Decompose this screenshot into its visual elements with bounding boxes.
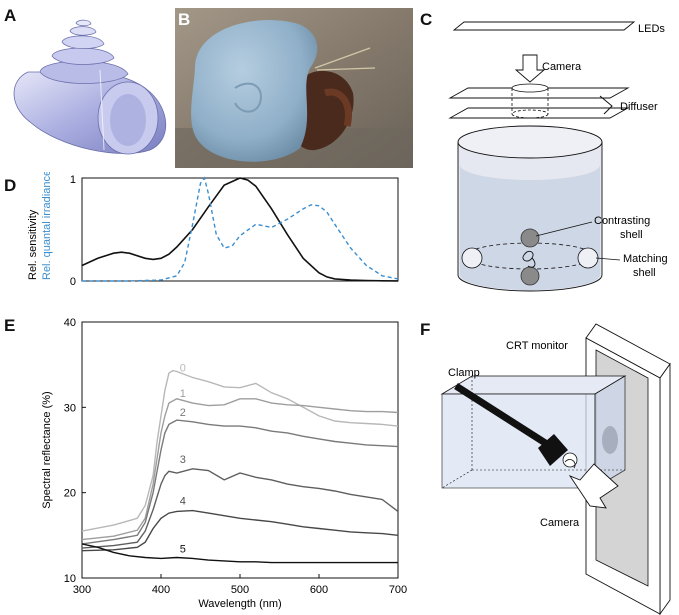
setup-diagram-c: LEDs Camera Diffuser Contrasting shell M… <box>448 21 668 292</box>
matching-label-2: shell <box>633 267 656 279</box>
camera-arrow-f <box>568 463 619 509</box>
chart-e-series-3 <box>81 468 399 549</box>
chart-e-series-label-0: 0 <box>180 362 186 374</box>
chart-d-ytick-0: 0 <box>70 276 76 288</box>
shell-render-illustration <box>13 19 167 155</box>
panel-label-c: C <box>420 10 433 29</box>
diffuser-label: Diffuser <box>620 101 658 113</box>
clamp-rod <box>454 383 552 449</box>
chart-e-series-label-3: 3 <box>180 454 186 466</box>
camera-label-f: Camera <box>540 517 580 529</box>
chart-e-series-0 <box>81 369 399 532</box>
chart-e-xtick-2: 500 <box>231 584 249 596</box>
panel-label-d: D <box>4 176 17 195</box>
chart-e-series-label-4: 4 <box>180 496 186 508</box>
contrasting-shell-bottom <box>520 266 540 286</box>
panel-label-b: B <box>178 10 191 29</box>
camera-label-c: Camera <box>542 61 582 73</box>
matching-shell-right <box>577 247 599 269</box>
chart-e-xlabel: Wavelength (nm) <box>198 598 281 610</box>
diffuser-plate-top <box>448 87 630 99</box>
contrasting-shell-top <box>520 228 540 248</box>
matching-label-1: Matching <box>623 253 668 265</box>
chart-e-xtick-3: 600 <box>310 584 328 596</box>
leds-label: LEDs <box>638 23 665 35</box>
chart-e-series-2 <box>81 419 399 545</box>
diffuser-plate-bottom <box>448 107 630 119</box>
chart-e-series-label-5: 5 <box>180 543 186 555</box>
chart-d-frame <box>81 177 399 282</box>
chart-d-ylabel-2: Rel. quantal irradiance <box>41 172 53 280</box>
chart-e-ytick-3: 40 <box>64 317 76 329</box>
crt-label: CRT monitor <box>506 340 568 352</box>
chart-d-ylabel: Rel. sensitivity <box>27 209 39 280</box>
chart-e-series-label-1: 1 <box>180 388 186 400</box>
panel-label-f: F <box>420 320 431 339</box>
chart-e-xtick-1: 400 <box>152 584 170 596</box>
clamp-label: Clamp <box>448 367 480 379</box>
chart-e-series-1 <box>81 398 399 541</box>
matching-shell-left <box>461 247 483 269</box>
chart-d-ytick-1: 1 <box>70 174 76 186</box>
crab-sketch <box>522 250 536 268</box>
chart-e-series-5 <box>81 543 398 564</box>
chart-e-xtick-0: 300 <box>73 584 91 596</box>
sensitivity-irradiance-chart: 0 1 Rel. sensitivity Rel. quantal irradi… <box>27 172 399 288</box>
panel-label-a: A <box>4 6 17 25</box>
chart-e-ytick-0: 10 <box>64 573 76 585</box>
crab-shell-f <box>562 452 578 468</box>
chart-e-ytick-1: 20 <box>64 488 76 500</box>
camera-arrow <box>514 54 546 83</box>
chart-e-ylabel: Spectral reflectance (%) <box>41 391 53 508</box>
contrasting-label-2: shell <box>620 229 643 241</box>
tank-top <box>457 125 603 159</box>
contrasting-label-1: Contrasting <box>594 215 650 227</box>
leds-plate <box>452 21 636 31</box>
chart-d-series-0 <box>81 177 399 282</box>
clamp-head <box>538 434 568 466</box>
chart-e-series-label-2: 2 <box>180 407 186 419</box>
crt-setup-diagram-f: CRT monitor Clamp Camera <box>440 323 671 615</box>
hermit-crab-photo <box>175 8 413 168</box>
chart-d-series-1 <box>82 176 399 282</box>
panel-label-e: E <box>4 316 16 335</box>
chart-e-frame <box>81 321 399 579</box>
chart-e-xtick-4: 700 <box>389 584 407 596</box>
chart-e-series-4 <box>81 509 399 552</box>
chart-e-ytick-2: 30 <box>64 402 76 414</box>
